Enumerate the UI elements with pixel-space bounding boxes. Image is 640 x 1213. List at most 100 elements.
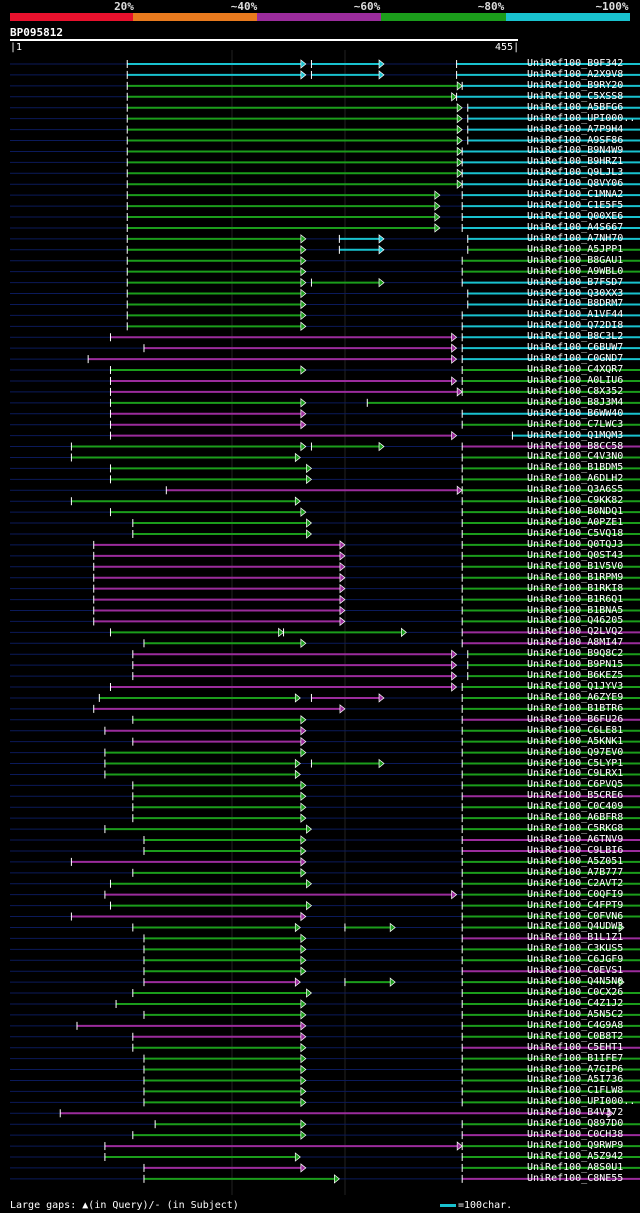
- hit-label[interactable]: UniRef100_A5N5C2: [527, 1008, 624, 1020]
- hit-label[interactable]: UniRef100_C0CH38: [527, 1129, 624, 1141]
- hit-label[interactable]: UniRef100_B9HRZ1: [527, 156, 624, 168]
- hit-label[interactable]: UniRef100_A9SF86: [527, 134, 624, 146]
- hit-label[interactable]: UniRef100_B1BDM5: [527, 462, 624, 474]
- hit-label[interactable]: UniRef100_Q8VY06: [527, 178, 624, 190]
- hit-label[interactable]: UniRef100_Q0TQJ3: [527, 538, 624, 550]
- hit-label[interactable]: UniRef100_C1MNA2: [527, 189, 624, 201]
- hit-label[interactable]: UniRef100_Q0ST43: [527, 549, 624, 561]
- hit-label[interactable]: UniRef100_C3KUS5: [527, 943, 624, 955]
- hit-label[interactable]: UniRef100_C1FLW8: [527, 1085, 624, 1097]
- hit-label[interactable]: UniRef100_B9F342: [527, 58, 624, 69]
- hit-label[interactable]: UniRef100_A6ZYE9: [527, 691, 624, 703]
- hit-label[interactable]: UniRef100_Q1JYV3: [527, 681, 624, 692]
- hit-label[interactable]: UniRef100_C5LYP1: [527, 757, 624, 769]
- hit-label[interactable]: UniRef100_Q4N5N0: [527, 976, 624, 988]
- hit-label[interactable]: UniRef100_B9N4W9: [527, 145, 624, 157]
- hit-label[interactable]: UniRef100_A8S0U1: [527, 1161, 624, 1173]
- hit-label[interactable]: UniRef100_A5JPP1: [527, 243, 624, 255]
- hit-label[interactable]: UniRef100_B1R6Q1: [527, 593, 624, 605]
- hit-label[interactable]: UniRef100_C5RKG8: [527, 823, 624, 835]
- hit-label[interactable]: UniRef100_B1BNA5: [527, 604, 624, 616]
- hit-label[interactable]: UniRef100_B1BTR6: [527, 702, 624, 714]
- hit-label[interactable]: UniRef100_A7GIP6: [527, 1063, 624, 1075]
- hit-label[interactable]: UniRef100_Q97EV0: [527, 746, 624, 758]
- hit-label[interactable]: UniRef100_B8CC58: [527, 440, 624, 452]
- hit-label[interactable]: UniRef100_A4S667: [527, 221, 624, 233]
- hit-label[interactable]: UniRef100_B8C3L2: [527, 331, 624, 343]
- hit-label[interactable]: UniRef100_Q30XX3: [527, 287, 624, 299]
- hit-label[interactable]: UniRef100_A1VF44: [527, 309, 624, 321]
- hit-label[interactable]: UniRef100_C6PVQ5: [527, 779, 624, 791]
- hit-label[interactable]: UniRef100_Q9RWP9: [527, 1140, 624, 1152]
- hit-label[interactable]: UniRef100_Q1MQM3: [527, 429, 624, 441]
- hit-label[interactable]: UniRef100_C0CX26: [527, 987, 624, 999]
- hit-label[interactable]: UniRef100_A5Z051: [527, 855, 624, 867]
- hit-label[interactable]: UniRef100_Q3A6S5: [527, 484, 624, 496]
- hit-label[interactable]: UniRef100_C0B8T2: [527, 1030, 624, 1042]
- hit-label[interactable]: UniRef100_A5I736: [527, 1074, 624, 1086]
- hit-label[interactable]: UniRef100_B5CRE6: [527, 790, 624, 802]
- hit-label[interactable]: UniRef100_B4V372: [527, 1107, 624, 1119]
- hit-label[interactable]: UniRef100_A7NH70: [527, 232, 624, 244]
- hit-label[interactable]: UniRef100_A6BFR8: [527, 812, 624, 824]
- hit-label[interactable]: UniRef100_UPI000..: [527, 1096, 636, 1108]
- hit-label[interactable]: UniRef100_C1E5F5: [527, 200, 624, 212]
- hit-label[interactable]: UniRef100_C9LRX1: [527, 768, 624, 780]
- hit-label[interactable]: UniRef100_A2X9V8: [527, 68, 624, 80]
- hit-label[interactable]: UniRef100_C0GND7: [527, 353, 624, 365]
- hit-label[interactable]: UniRef100_B1L1Z1: [527, 932, 624, 944]
- hit-label[interactable]: UniRef100_B6FU26: [527, 713, 624, 725]
- hit-label[interactable]: UniRef100_A8MI47: [527, 637, 624, 649]
- hit-label[interactable]: UniRef100_B9PN15: [527, 659, 624, 671]
- hit-label[interactable]: UniRef100_A5KNK1: [527, 735, 624, 747]
- hit-label[interactable]: UniRef100_B0NDQ1: [527, 506, 624, 518]
- hit-label[interactable]: UniRef100_A6DLH2: [527, 473, 624, 485]
- hit-label[interactable]: UniRef100_C5XSS8: [527, 90, 624, 102]
- hit-label[interactable]: UniRef100_Q4UDW3: [527, 921, 624, 933]
- hit-label[interactable]: UniRef100_A6TNV9: [527, 834, 624, 846]
- hit-label[interactable]: UniRef100_C4V3N0: [527, 451, 624, 463]
- hit-label[interactable]: UniRef100_Q72DI8: [527, 320, 624, 332]
- hit-label[interactable]: UniRef100_Q9LJL3: [527, 167, 624, 179]
- hit-label[interactable]: UniRef100_B1V5V0: [527, 560, 624, 572]
- hit-label[interactable]: UniRef100_C5EHT1: [527, 1041, 624, 1053]
- hit-label[interactable]: UniRef100_C0EVS1: [527, 965, 624, 977]
- hit-label[interactable]: UniRef100_B1RKI8: [527, 582, 624, 594]
- hit-label[interactable]: UniRef100_C6BUW7: [527, 342, 624, 354]
- hit-label[interactable]: UniRef100_C9LBI6: [527, 844, 624, 856]
- hit-label[interactable]: UniRef100_B9RY20: [527, 79, 624, 91]
- hit-label[interactable]: UniRef100_C0C409: [527, 801, 624, 813]
- hit-label[interactable]: UniRef100_A7P9H4: [527, 123, 624, 135]
- hit-label[interactable]: UniRef100_Q00XE6: [527, 211, 624, 223]
- hit-label[interactable]: UniRef100_C4Z1J2: [527, 997, 624, 1009]
- hit-label[interactable]: UniRef100_Q897D0: [527, 1118, 624, 1130]
- hit-label[interactable]: UniRef100_A5Z942: [527, 1151, 624, 1162]
- hit-label[interactable]: UniRef100_B8J3M4: [527, 396, 624, 408]
- hit-label[interactable]: UniRef100_C5VQ18: [527, 527, 624, 539]
- hit-label[interactable]: UniRef100_B9Q8C2: [527, 648, 624, 660]
- hit-label[interactable]: UniRef100_C4XQR7: [527, 364, 624, 376]
- hit-label[interactable]: UniRef100_B6KEZ5: [527, 670, 624, 682]
- hit-label[interactable]: UniRef100_Q46205: [527, 615, 624, 627]
- hit-label[interactable]: UniRef100_B8DRM7: [527, 298, 624, 310]
- hit-label[interactable]: UniRef100_B8GAU1: [527, 254, 624, 266]
- hit-label[interactable]: UniRef100_A9WBL0: [527, 265, 624, 277]
- hit-label[interactable]: UniRef100_C2AVT2: [527, 877, 624, 889]
- hit-label[interactable]: UniRef100_C6JGF9: [527, 954, 624, 966]
- hit-label[interactable]: UniRef100_C7LWC3: [527, 418, 624, 430]
- hit-label[interactable]: UniRef100_A5BFG6: [527, 101, 624, 113]
- hit-label[interactable]: UniRef100_B1IFE7: [527, 1052, 624, 1064]
- hit-label[interactable]: UniRef100_C4FPT9: [527, 899, 624, 911]
- hit-label[interactable]: UniRef100_B6WW40: [527, 407, 624, 419]
- hit-label[interactable]: UniRef100_C4G9A8: [527, 1019, 624, 1031]
- hit-label[interactable]: UniRef100_C8X352: [527, 385, 624, 397]
- hit-label[interactable]: UniRef100_C0FVN6: [527, 910, 624, 922]
- hit-label[interactable]: UniRef100_B1RPM9: [527, 571, 624, 583]
- hit-label[interactable]: UniRef100_C0QFI9: [527, 888, 624, 900]
- hit-label[interactable]: UniRef100_C8NE55: [527, 1172, 624, 1184]
- hit-label[interactable]: UniRef100_UPI000..: [527, 112, 636, 124]
- hit-label[interactable]: UniRef100_C9KK82: [527, 495, 624, 507]
- hit-label[interactable]: UniRef100_A0LIU6: [527, 374, 624, 386]
- hit-label[interactable]: UniRef100_Q2LVQ2: [527, 626, 624, 638]
- hit-label[interactable]: UniRef100_C6LE81: [527, 724, 624, 736]
